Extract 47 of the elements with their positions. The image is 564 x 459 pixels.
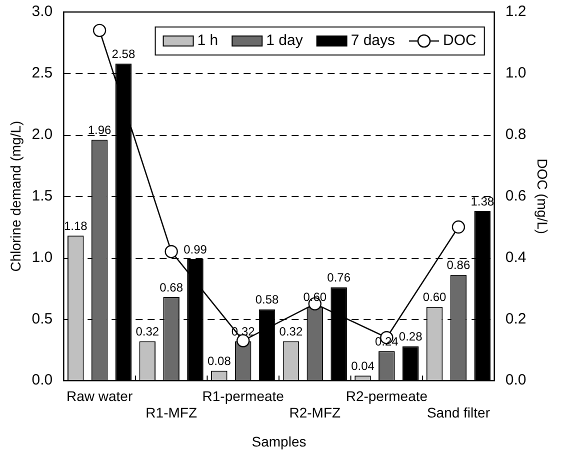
data-label: 0.32 bbox=[279, 324, 303, 339]
y2-tick-label: 0.4 bbox=[505, 248, 526, 266]
data-label: 0.08 bbox=[208, 354, 232, 368]
y2-tick-label: 0.0 bbox=[505, 372, 526, 389]
x-tick-label: Raw water bbox=[66, 388, 133, 404]
data-label: 2.58 bbox=[112, 46, 136, 61]
y2-axis-title: DOC (mg/L) bbox=[534, 158, 551, 234]
data-label: 0.99 bbox=[184, 242, 208, 256]
legend-label: 7 days bbox=[350, 32, 396, 50]
data-label: 0.60 bbox=[422, 290, 447, 304]
legend-label: 1 day bbox=[266, 32, 304, 50]
y-tick-label: 2.0 bbox=[32, 126, 53, 144]
y-axis-title: Chlorine demand (mg/L) bbox=[7, 120, 24, 272]
legend-label: DOC bbox=[443, 32, 477, 50]
y-tick-label: 0.5 bbox=[32, 310, 53, 328]
x-tick-label: Sand filter bbox=[426, 404, 490, 421]
data-label: 0.76 bbox=[327, 270, 351, 285]
data-label: 1.18 bbox=[64, 218, 88, 233]
x-tick-label: R1-MFZ bbox=[146, 404, 198, 421]
y2-tick-label: 1.0 bbox=[505, 64, 526, 82]
y-tick-label: 0.0 bbox=[32, 372, 53, 389]
x-tick-label: R2-MFZ bbox=[289, 404, 341, 421]
data-label: 1.96 bbox=[88, 123, 112, 138]
y-tick-label: 1.5 bbox=[32, 187, 53, 204]
point bbox=[164, 244, 178, 258]
y2-tick-label: 0.6 bbox=[505, 187, 526, 204]
data-label: 0.60 bbox=[303, 290, 327, 304]
data-label: 0.58 bbox=[255, 292, 280, 307]
legend-label: 1 h bbox=[197, 32, 218, 50]
data-label: 0.28 bbox=[398, 330, 423, 344]
x-tick-label: R1-permeate bbox=[202, 388, 284, 404]
point bbox=[452, 220, 466, 234]
y-tick-label: 3.0 bbox=[32, 3, 53, 20]
x-axis-title: Samples bbox=[252, 433, 306, 450]
data-label: 1.38 bbox=[470, 194, 494, 208]
y-tick-label: 1.0 bbox=[32, 248, 53, 266]
data-label: 0.86 bbox=[446, 258, 470, 272]
y2-tick-label: 1.2 bbox=[505, 3, 526, 20]
data-label: 0.24 bbox=[374, 334, 399, 348]
y2-tick-label: 0.8 bbox=[505, 126, 526, 144]
data-label: 0.68 bbox=[160, 280, 184, 294]
data-label: 0.04 bbox=[351, 359, 375, 373]
point bbox=[92, 24, 106, 38]
y2-tick-label: 0.2 bbox=[505, 310, 526, 328]
y-tick-label: 2.5 bbox=[32, 64, 53, 82]
x-tick-label: R2-permeate bbox=[346, 388, 428, 404]
data-label: 0.32 bbox=[136, 324, 160, 339]
